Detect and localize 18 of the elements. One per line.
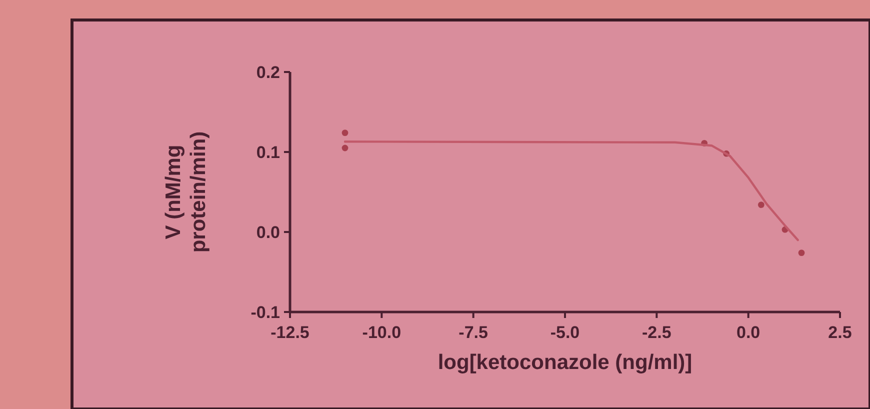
x-tick-label: -12.5	[270, 323, 310, 342]
x-tick-label: -2.5	[642, 323, 672, 342]
x-tick-label: 2.5	[828, 323, 852, 342]
x-axis-title: log[ketoconazole (ng/ml)]	[438, 351, 692, 374]
line-series	[344, 140, 799, 242]
y-tick-label: 0.1	[256, 142, 280, 162]
y-tick-label: 0.0	[256, 222, 280, 242]
point	[342, 130, 348, 136]
point	[798, 250, 805, 256]
point	[342, 144, 348, 152]
y-tick-label: -0.1	[250, 302, 280, 322]
x-tick-label: -5.0	[550, 323, 580, 342]
x-tick-label: -7.5	[458, 323, 488, 342]
x-tick-label: -10.0	[362, 323, 402, 342]
point	[758, 202, 764, 208]
y-tick-label: 0.2	[256, 62, 280, 82]
y-axis-title: V (nM/mg protein/min)	[162, 131, 210, 253]
x-tick-label: 0.0	[736, 323, 760, 342]
